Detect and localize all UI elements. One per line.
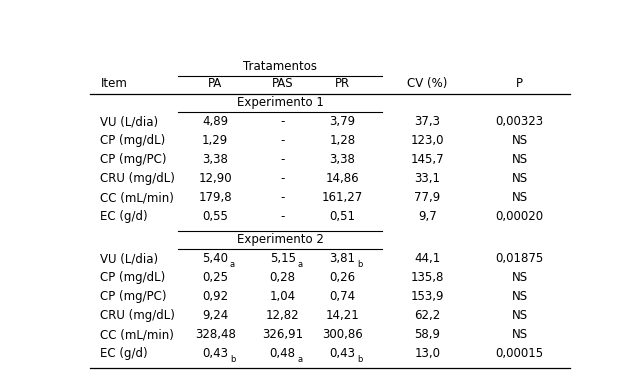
Text: NS: NS xyxy=(511,309,528,322)
Text: CC (mL/min): CC (mL/min) xyxy=(100,191,175,204)
Text: CV (%): CV (%) xyxy=(407,77,448,90)
Text: 0,92: 0,92 xyxy=(202,290,229,303)
Text: 326,91: 326,91 xyxy=(262,328,303,341)
Text: 1,28: 1,28 xyxy=(330,134,355,147)
Text: NS: NS xyxy=(511,191,528,204)
Text: 37,3: 37,3 xyxy=(414,115,440,128)
Text: 0,00020: 0,00020 xyxy=(496,210,544,223)
Text: 14,21: 14,21 xyxy=(326,309,359,322)
Text: 0,00015: 0,00015 xyxy=(496,347,544,360)
Text: CP (mg/dL): CP (mg/dL) xyxy=(100,271,166,284)
Text: 12,90: 12,90 xyxy=(198,172,232,185)
Text: b: b xyxy=(230,355,235,363)
Text: 3,38: 3,38 xyxy=(202,153,228,166)
Text: Experimento 1: Experimento 1 xyxy=(237,96,323,109)
Text: CP (mg/PC): CP (mg/PC) xyxy=(100,290,167,303)
Text: 0,25: 0,25 xyxy=(202,271,228,284)
Text: b: b xyxy=(357,355,363,363)
Text: 0,01875: 0,01875 xyxy=(496,252,544,265)
Text: 3,38: 3,38 xyxy=(330,153,355,166)
Text: 3,81: 3,81 xyxy=(330,252,355,265)
Text: 0,74: 0,74 xyxy=(330,290,355,303)
Text: 145,7: 145,7 xyxy=(411,153,444,166)
Text: 0,28: 0,28 xyxy=(270,271,296,284)
Text: 1,29: 1,29 xyxy=(202,134,229,147)
Text: 9,24: 9,24 xyxy=(202,309,229,322)
Text: VU (L/dia): VU (L/dia) xyxy=(100,252,158,265)
Text: -: - xyxy=(280,134,285,147)
Text: 1,04: 1,04 xyxy=(270,290,296,303)
Text: -: - xyxy=(280,191,285,204)
Text: CC (mL/min): CC (mL/min) xyxy=(100,328,175,341)
Text: 0,43: 0,43 xyxy=(202,347,228,360)
Text: 58,9: 58,9 xyxy=(414,328,440,341)
Text: 0,55: 0,55 xyxy=(202,210,228,223)
Text: -: - xyxy=(280,115,285,128)
Text: 5,15: 5,15 xyxy=(270,252,296,265)
Text: 14,86: 14,86 xyxy=(326,172,359,185)
Text: VU (L/dia): VU (L/dia) xyxy=(100,115,158,128)
Text: CRU (mg/dL): CRU (mg/dL) xyxy=(100,172,175,185)
Text: 0,26: 0,26 xyxy=(330,271,355,284)
Text: 123,0: 123,0 xyxy=(411,134,444,147)
Text: 4,89: 4,89 xyxy=(202,115,229,128)
Text: 153,9: 153,9 xyxy=(411,290,444,303)
Text: -: - xyxy=(280,153,285,166)
Text: Item: Item xyxy=(100,77,128,90)
Text: 13,0: 13,0 xyxy=(414,347,440,360)
Text: 33,1: 33,1 xyxy=(414,172,440,185)
Text: CP (mg/PC): CP (mg/PC) xyxy=(100,153,167,166)
Text: 9,7: 9,7 xyxy=(418,210,437,223)
Text: EC (g/d): EC (g/d) xyxy=(100,347,148,360)
Text: 77,9: 77,9 xyxy=(414,191,440,204)
Text: NS: NS xyxy=(511,134,528,147)
Text: PR: PR xyxy=(335,77,350,90)
Text: Tratamentos: Tratamentos xyxy=(243,60,317,72)
Text: CRU (mg/dL): CRU (mg/dL) xyxy=(100,309,175,322)
Text: 44,1: 44,1 xyxy=(414,252,440,265)
Text: NS: NS xyxy=(511,271,528,284)
Text: 135,8: 135,8 xyxy=(411,271,444,284)
Text: 0,48: 0,48 xyxy=(270,347,296,360)
Text: P: P xyxy=(516,77,523,90)
Text: 62,2: 62,2 xyxy=(414,309,440,322)
Text: 161,27: 161,27 xyxy=(322,191,363,204)
Text: NS: NS xyxy=(511,328,528,341)
Text: 3,79: 3,79 xyxy=(330,115,355,128)
Text: -: - xyxy=(280,210,285,223)
Text: NS: NS xyxy=(511,290,528,303)
Text: CP (mg/dL): CP (mg/dL) xyxy=(100,134,166,147)
Text: 328,48: 328,48 xyxy=(195,328,236,341)
Text: Experimento 2: Experimento 2 xyxy=(237,233,323,246)
Text: a: a xyxy=(297,355,302,363)
Text: a: a xyxy=(230,259,235,269)
Text: b: b xyxy=(357,259,363,269)
Text: 0,43: 0,43 xyxy=(330,347,355,360)
Text: NS: NS xyxy=(511,153,528,166)
Text: 300,86: 300,86 xyxy=(322,328,363,341)
Text: -: - xyxy=(280,172,285,185)
Text: EC (g/d): EC (g/d) xyxy=(100,210,148,223)
Text: 0,00323: 0,00323 xyxy=(496,115,544,128)
Text: 0,51: 0,51 xyxy=(330,210,355,223)
Text: 12,82: 12,82 xyxy=(266,309,299,322)
Text: 179,8: 179,8 xyxy=(198,191,232,204)
Text: a: a xyxy=(297,259,302,269)
Text: NS: NS xyxy=(511,172,528,185)
Text: PAS: PAS xyxy=(272,77,294,90)
Text: PA: PA xyxy=(208,77,222,90)
Text: 5,40: 5,40 xyxy=(202,252,228,265)
